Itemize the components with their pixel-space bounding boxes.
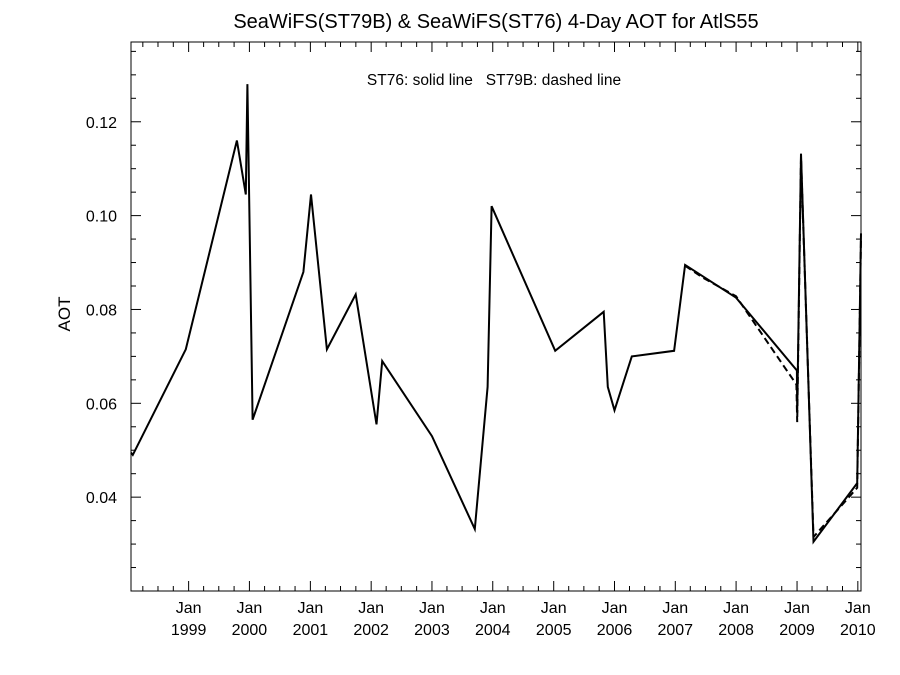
x-tick-label-year: 2007 (657, 622, 693, 639)
x-tick-label-month: Jan (358, 600, 384, 617)
x-tick-label-year: 2005 (536, 622, 572, 639)
y-tick-label: 0.06 (86, 396, 117, 413)
y-tick-label: 0.04 (86, 490, 117, 507)
x-tick-label-year: 2002 (353, 622, 389, 639)
x-tick-label-month: Jan (237, 600, 263, 617)
x-tick-label-month: Jan (845, 600, 871, 617)
y-axis-label: AOT (55, 297, 74, 332)
x-tick-label-month: Jan (176, 600, 202, 617)
x-tick-label-year: 2010 (840, 622, 876, 639)
series-layer (130, 84, 862, 545)
x-tick-label-month: Jan (297, 600, 323, 617)
x-tick-label-month: Jan (541, 600, 567, 617)
x-tick-label-year: 2006 (597, 622, 633, 639)
x-tick-label-year: 2003 (414, 622, 450, 639)
x-tick-label-month: Jan (784, 600, 810, 617)
plot-axes: 0.04 0.06 0.08 0.10 0.12 Jan 1999 Jan 2000 Jan 200… (86, 41, 876, 639)
x-tick-label-year: 2009 (779, 622, 815, 639)
legend-annotation: ST76: solid line ST79B: dashed line (367, 72, 621, 89)
series-line-st79b (684, 156, 862, 540)
y-tick-label: 0.08 (86, 302, 117, 319)
x-tick-label-month: Jan (662, 600, 688, 617)
plot-frame (130, 41, 862, 592)
y-tick-label: 0.12 (86, 115, 117, 132)
x-tick-label-month: Jan (480, 600, 506, 617)
series-line-st76 (130, 84, 862, 545)
x-tick-label-year: 1999 (171, 622, 207, 639)
x-tick-label-month: Jan (723, 600, 749, 617)
x-tick-label-month: Jan (419, 600, 445, 617)
x-tick-label-year: 2008 (718, 622, 754, 639)
chart-title: SeaWiFS(ST79B) & SeaWiFS(ST76) 4-Day AOT… (233, 11, 758, 33)
y-tick-label: 0.10 (86, 209, 117, 226)
x-tick-label-year: 2004 (475, 622, 511, 639)
x-tick-label-month: Jan (602, 600, 628, 617)
x-tick-label-year: 2000 (232, 622, 268, 639)
x-tick-label-year: 2001 (293, 622, 329, 639)
